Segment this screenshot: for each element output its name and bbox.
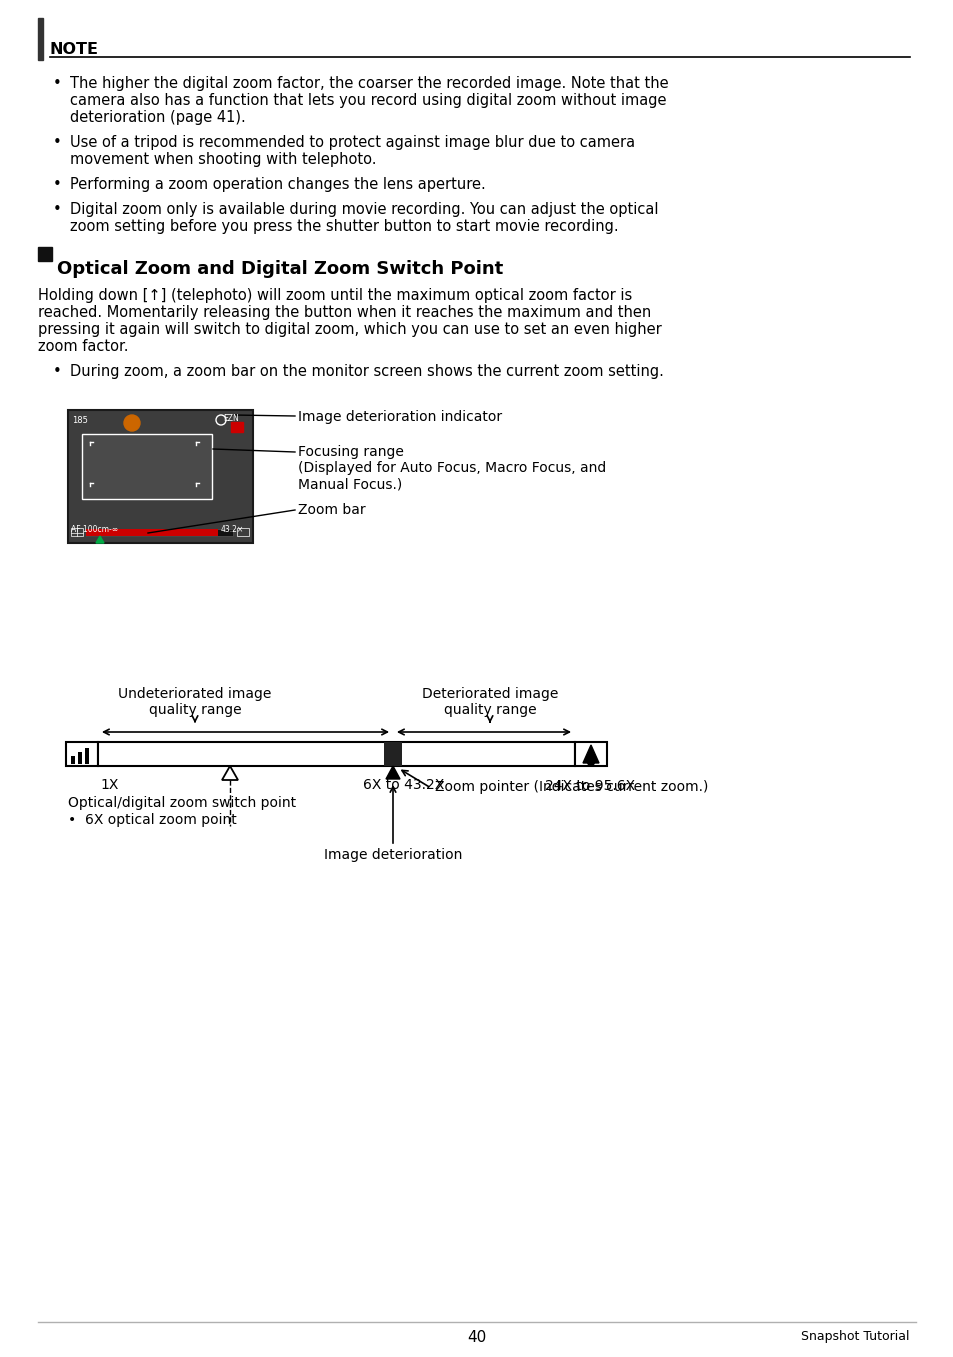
Text: Manual Focus.): Manual Focus.): [297, 478, 402, 491]
Text: •: •: [53, 364, 62, 379]
Text: During zoom, a zoom bar on the monitor screen shows the current zoom setting.: During zoom, a zoom bar on the monitor s…: [70, 364, 663, 379]
Bar: [384, 742, 401, 765]
Text: Focusing range: Focusing range: [297, 445, 403, 459]
Bar: [71, 756, 75, 764]
Bar: [71, 528, 83, 536]
Bar: [86, 529, 233, 536]
Text: 24X to 95.6X: 24X to 95.6X: [544, 779, 635, 792]
Text: EZN: EZN: [223, 414, 238, 423]
Text: reached. Momentarily releasing the button when it reaches the maximum and then: reached. Momentarily releasing the butto…: [38, 305, 651, 320]
Polygon shape: [582, 745, 598, 763]
Circle shape: [124, 415, 140, 432]
Circle shape: [587, 759, 594, 765]
Polygon shape: [386, 765, 399, 779]
Text: pressing it again will switch to digital zoom, which you can use to set an even : pressing it again will switch to digital…: [38, 322, 661, 337]
Text: (Displayed for Auto Focus, Macro Focus, and: (Displayed for Auto Focus, Macro Focus, …: [297, 461, 605, 475]
Text: Optical Zoom and Digital Zoom Switch Point: Optical Zoom and Digital Zoom Switch Poi…: [57, 261, 503, 278]
Text: •: •: [53, 202, 62, 217]
Text: Performing a zoom operation changes the lens aperture.: Performing a zoom operation changes the …: [70, 176, 485, 191]
Text: Optical/digital zoom switch point: Optical/digital zoom switch point: [68, 797, 295, 810]
Text: Use of a tripod is recommended to protect against image blur due to camera: Use of a tripod is recommended to protec…: [70, 134, 635, 151]
Bar: [86, 529, 218, 536]
Bar: [38, 18, 43, 60]
Text: •: •: [53, 76, 62, 91]
Text: quality range: quality range: [443, 703, 536, 716]
Text: 1X: 1X: [100, 778, 118, 792]
Text: Snapshot Tutorial: Snapshot Tutorial: [801, 1330, 909, 1343]
Bar: [85, 748, 89, 764]
Text: •  6X optical zoom point: • 6X optical zoom point: [68, 813, 236, 826]
Text: Zoom pointer (Indicates current zoom.): Zoom pointer (Indicates current zoom.): [435, 780, 708, 794]
Text: camera also has a function that lets you record using digital zoom without image: camera also has a function that lets you…: [70, 94, 666, 109]
Text: deterioration (page 41).: deterioration (page 41).: [70, 110, 246, 125]
Text: zoom setting before you press the shutter button to start movie recording.: zoom setting before you press the shutte…: [70, 218, 618, 233]
Bar: [68, 410, 253, 543]
Text: 185: 185: [71, 417, 88, 425]
Text: 40: 40: [467, 1330, 486, 1345]
Text: AF 100cm-∞: AF 100cm-∞: [71, 525, 118, 535]
Bar: [575, 742, 606, 765]
Text: Image deterioration: Image deterioration: [323, 848, 461, 862]
Text: Undeteriorated image: Undeteriorated image: [118, 687, 272, 702]
Text: The higher the digital zoom factor, the coarser the recorded image. Note that th: The higher the digital zoom factor, the …: [70, 76, 668, 91]
Text: •: •: [53, 134, 62, 151]
Text: Image deterioration indicator: Image deterioration indicator: [297, 410, 501, 423]
Bar: [66, 742, 98, 765]
Text: Digital zoom only is available during movie recording. You can adjust the optica: Digital zoom only is available during mo…: [70, 202, 658, 217]
Text: zoom factor.: zoom factor.: [38, 339, 129, 354]
Text: Holding down [↑] (telephoto) will zoom until the maximum optical zoom factor is: Holding down [↑] (telephoto) will zoom u…: [38, 288, 632, 303]
Text: NOTE: NOTE: [50, 42, 99, 57]
Bar: [78, 752, 82, 764]
Polygon shape: [96, 536, 104, 543]
Text: •: •: [53, 176, 62, 191]
Bar: [98, 742, 575, 765]
Bar: [231, 422, 243, 432]
Text: quality range: quality range: [149, 703, 241, 716]
Bar: [82, 434, 212, 499]
Text: 43.2×: 43.2×: [221, 525, 244, 535]
Text: 6X to 43.2X: 6X to 43.2X: [363, 778, 444, 792]
Text: Deteriorated image: Deteriorated image: [421, 687, 558, 702]
Bar: [38, 247, 52, 261]
Bar: [236, 528, 249, 536]
Text: movement when shooting with telephoto.: movement when shooting with telephoto.: [70, 152, 376, 167]
Text: Zoom bar: Zoom bar: [297, 503, 365, 517]
